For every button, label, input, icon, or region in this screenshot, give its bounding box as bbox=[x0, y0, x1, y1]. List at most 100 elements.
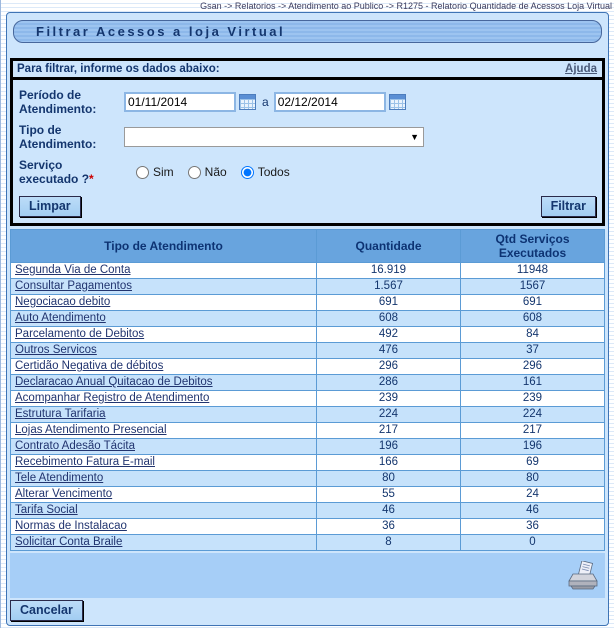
servico-radio-group: Sim Não Todos bbox=[124, 158, 304, 186]
table-row: Alterar Vencimento 55 24 bbox=[10, 486, 606, 503]
periodo-controls: a bbox=[124, 88, 406, 116]
table-row: Segunda Via de Conta 16.919 11948 bbox=[10, 262, 606, 279]
table-row: Tele Atendimento 80 80 bbox=[10, 470, 606, 487]
atendimento-link[interactable]: Tarifa Social bbox=[15, 504, 78, 516]
table-row: Tarifa Social 46 46 bbox=[10, 502, 606, 519]
radio-option-sim[interactable]: Sim bbox=[136, 165, 174, 179]
limpar-button[interactable]: Limpar bbox=[19, 196, 81, 217]
radio-todos-label: Todos bbox=[257, 165, 290, 179]
quantidade-cell: 224 bbox=[316, 406, 461, 423]
quantidade-cell: 8 bbox=[316, 534, 461, 551]
table-row: Normas de Instalacao 36 36 bbox=[10, 518, 606, 535]
print-strip bbox=[10, 553, 605, 598]
atendimento-link[interactable]: Negociacao debito bbox=[15, 296, 111, 308]
tipo-controls: ▼ bbox=[124, 123, 424, 151]
calendar-icon[interactable] bbox=[388, 94, 406, 110]
results-table: Tipo de Atendimento Quantidade Qtd Servi… bbox=[10, 229, 606, 551]
qtd-servicos-cell: 1567 bbox=[459, 278, 606, 295]
qtd-servicos-cell: 691 bbox=[459, 294, 606, 311]
chevron-down-icon: ▼ bbox=[410, 132, 419, 142]
atendimento-link[interactable]: Declaracao Anual Quitacao de Debitos bbox=[15, 376, 213, 388]
qtd-servicos-cell: 239 bbox=[459, 390, 606, 407]
filtrar-button[interactable]: Filtrar bbox=[540, 196, 596, 217]
printer-icon[interactable] bbox=[567, 560, 599, 591]
servico-row: Serviço executado ?* Sim Não Todos bbox=[19, 158, 596, 186]
table-row: Outros Servicos 476 37 bbox=[10, 342, 606, 359]
cancelar-button[interactable]: Cancelar bbox=[10, 600, 83, 621]
calendar-icon[interactable] bbox=[239, 94, 256, 110]
date-separator: a bbox=[262, 95, 269, 109]
qtd-servicos-cell: 69 bbox=[459, 454, 606, 471]
quantidade-cell: 1.567 bbox=[316, 278, 461, 295]
table-row: Contrato Adesão Tácita 196 196 bbox=[10, 438, 606, 455]
table-row: Consultar Pagamentos 1.567 1567 bbox=[10, 278, 606, 295]
atendimento-link[interactable]: Estrutura Tarifaria bbox=[15, 408, 106, 420]
atendimento-link[interactable]: Solicitar Conta Braile bbox=[15, 536, 123, 548]
quantidade-cell: 217 bbox=[316, 422, 461, 439]
atendimento-link[interactable]: Tele Atendimento bbox=[15, 472, 104, 484]
qtd-servicos-cell: 224 bbox=[459, 406, 606, 423]
quantidade-cell: 80 bbox=[316, 470, 461, 487]
quantidade-cell: 286 bbox=[316, 374, 461, 391]
periodo-to-input[interactable] bbox=[273, 92, 386, 112]
form-header: Para filtrar, informe os dados abaixo: A… bbox=[13, 61, 602, 80]
form-instruction: Para filtrar, informe os dados abaixo: bbox=[17, 63, 220, 75]
servico-label: Serviço executado ?* bbox=[19, 158, 124, 186]
periodo-from-input[interactable] bbox=[124, 92, 236, 112]
periodo-row: Período de Atendimento: a bbox=[19, 88, 596, 116]
radio-option-todos[interactable]: Todos bbox=[240, 165, 290, 179]
qtd-servicos-cell: 11948 bbox=[459, 262, 606, 279]
radio-sim-label: Sim bbox=[153, 165, 174, 179]
atendimento-link[interactable]: Contrato Adesão Tácita bbox=[15, 440, 135, 452]
table-row: Solicitar Conta Braile 8 0 bbox=[10, 534, 606, 551]
periodo-label: Período de Atendimento: bbox=[19, 88, 97, 116]
qtd-servicos-cell: 0 bbox=[459, 534, 606, 551]
radio-option-nao[interactable]: Não bbox=[187, 165, 227, 179]
atendimento-link[interactable]: Acompanhar Registro de Atendimento bbox=[15, 392, 210, 404]
quantidade-cell: 36 bbox=[316, 518, 461, 535]
filter-form: Para filtrar, informe os dados abaixo: A… bbox=[10, 58, 605, 226]
table-header-row: Tipo de Atendimento Quantidade Qtd Servi… bbox=[10, 229, 606, 263]
col-header-tipo: Tipo de Atendimento bbox=[10, 229, 317, 263]
quantidade-cell: 196 bbox=[316, 438, 461, 455]
table-row: Negociacao debito 691 691 bbox=[10, 294, 606, 311]
quantidade-cell: 492 bbox=[316, 326, 461, 343]
atendimento-link[interactable]: Parcelamento de Debitos bbox=[15, 328, 145, 340]
tipo-atendimento-select[interactable]: ▼ bbox=[124, 127, 424, 147]
required-mark: * bbox=[89, 172, 94, 186]
form-body: Período de Atendimento: a Tipo de Atendi… bbox=[13, 80, 602, 223]
radio-sim-input[interactable] bbox=[136, 165, 149, 179]
atendimento-link[interactable]: Segunda Via de Conta bbox=[15, 264, 131, 276]
atendimento-link[interactable]: Outros Servicos bbox=[15, 344, 97, 356]
quantidade-cell: 55 bbox=[316, 486, 461, 503]
main-panel: Filtrar Acessos a loja Virtual Para filt… bbox=[6, 12, 609, 626]
table-row: Recebimento Fatura E-mail 166 69 bbox=[10, 454, 606, 471]
quantidade-cell: 239 bbox=[316, 390, 461, 407]
quantidade-cell: 296 bbox=[316, 358, 461, 375]
atendimento-link[interactable]: Auto Atendimento bbox=[15, 312, 106, 324]
atendimento-link[interactable]: Lojas Atendimento Presencial bbox=[15, 424, 167, 436]
qtd-servicos-cell: 196 bbox=[459, 438, 606, 455]
radio-nao-input[interactable] bbox=[187, 165, 201, 179]
table-row: Estrutura Tarifaria 224 224 bbox=[10, 406, 606, 423]
atendimento-link[interactable]: Certidão Negativa de débitos bbox=[15, 360, 164, 372]
quantidade-cell: 16.919 bbox=[316, 262, 461, 279]
tipo-label: Tipo de Atendimento: bbox=[19, 123, 97, 151]
radio-todos-input[interactable] bbox=[240, 165, 254, 179]
atendimento-link[interactable]: Consultar Pagamentos bbox=[15, 280, 132, 292]
page-title: Filtrar Acessos a loja Virtual bbox=[13, 20, 602, 43]
qtd-servicos-cell: 161 bbox=[459, 374, 606, 391]
atendimento-link[interactable]: Normas de Instalacao bbox=[15, 520, 127, 532]
help-link[interactable]: Ajuda bbox=[565, 63, 597, 75]
col-header-quantidade: Quantidade bbox=[316, 229, 461, 263]
breadcrumb[interactable]: Gsan -> Relatorios -> Atendimento ao Pub… bbox=[200, 1, 612, 11]
table-row: Parcelamento de Debitos 492 84 bbox=[10, 326, 606, 343]
qtd-servicos-cell: 24 bbox=[459, 486, 606, 503]
qtd-servicos-cell: 296 bbox=[459, 358, 606, 375]
cancel-row: Cancelar bbox=[7, 598, 608, 625]
atendimento-link[interactable]: Recebimento Fatura E-mail bbox=[15, 456, 155, 468]
form-buttons: Limpar Filtrar bbox=[19, 196, 596, 217]
atendimento-link[interactable]: Alterar Vencimento bbox=[15, 488, 113, 500]
qtd-servicos-cell: 80 bbox=[459, 470, 606, 487]
